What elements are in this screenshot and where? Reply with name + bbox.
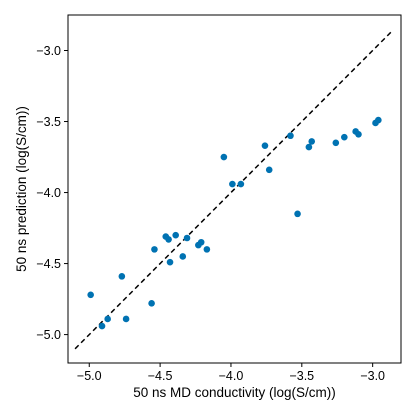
y-axis: −5.0 −4.5 −4.0 −3.5 −3.0 — [36, 44, 68, 342]
y-tick-label: −4.0 — [36, 186, 61, 200]
y-tick-label: −3.5 — [36, 115, 61, 129]
data-point — [122, 315, 130, 323]
x-tick-label: −4.5 — [148, 369, 173, 383]
data-point — [375, 116, 382, 124]
data-point — [237, 180, 245, 188]
data-point — [229, 180, 236, 188]
y-axis-label: 50 ns prediction (log(S/cm)) — [14, 106, 29, 272]
data-point — [220, 153, 228, 161]
x-tick-label: −3.5 — [289, 369, 314, 383]
x-tick-label: −5.0 — [77, 369, 102, 383]
x-axis-label: 50 ns MD conductivity (log(S/cm)) — [133, 385, 336, 400]
plot-marks — [74, 31, 392, 350]
data-point — [165, 236, 172, 243]
x-tick-label: −4.0 — [219, 369, 244, 383]
data-point — [166, 258, 174, 266]
data-point — [104, 315, 111, 323]
x-tick-label: −3.0 — [360, 369, 385, 383]
data-point — [265, 166, 273, 174]
y-tick-label: −5.0 — [36, 328, 61, 342]
data-point — [87, 291, 94, 299]
data-point — [148, 300, 155, 307]
data-point — [305, 143, 313, 151]
data-point — [355, 131, 362, 138]
data-point — [197, 238, 205, 246]
parity-reference-line — [74, 31, 392, 350]
data-point — [179, 253, 187, 260]
data-point — [172, 231, 179, 239]
y-tick-label: −3.0 — [36, 44, 61, 58]
y-tick-label: −4.5 — [36, 257, 61, 271]
plot-frame — [67, 14, 402, 364]
data-point — [294, 210, 301, 218]
data-point — [341, 133, 348, 141]
data-point — [118, 273, 126, 280]
data-point — [332, 139, 340, 147]
x-axis: −5.0 −4.5 −4.0 −3.5 −3.0 — [77, 363, 385, 383]
data-point — [203, 246, 211, 253]
data-point — [183, 234, 191, 242]
data-point — [287, 132, 294, 140]
data-point — [261, 142, 269, 149]
data-point — [308, 138, 316, 145]
data-point — [98, 322, 106, 330]
data-point — [151, 246, 158, 253]
